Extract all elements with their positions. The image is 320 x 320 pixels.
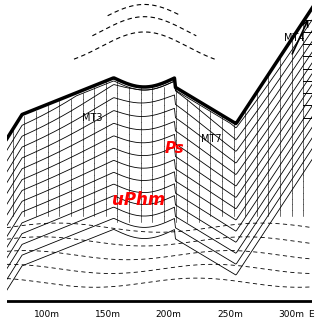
Text: MT3: MT3 — [82, 113, 103, 123]
Text: 200m: 200m — [156, 310, 182, 319]
Text: 100m: 100m — [34, 310, 60, 319]
Text: E: E — [308, 310, 314, 319]
Text: uPhm: uPhm — [112, 191, 165, 209]
Text: 250m: 250m — [217, 310, 243, 319]
Text: MT7: MT7 — [201, 134, 222, 144]
Text: Ps: Ps — [165, 141, 185, 156]
Text: MT4: MT4 — [284, 33, 305, 43]
Text: 150m: 150m — [95, 310, 121, 319]
Text: 300m: 300m — [278, 310, 304, 319]
